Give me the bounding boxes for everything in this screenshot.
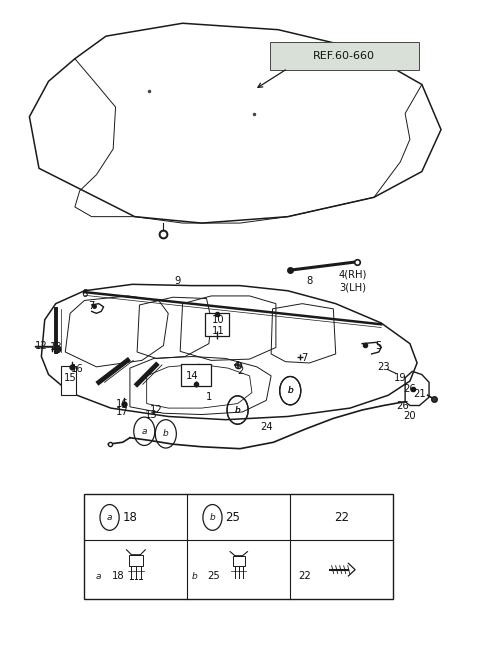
Text: a: a <box>107 513 112 522</box>
Text: 18: 18 <box>112 571 124 581</box>
FancyBboxPatch shape <box>60 366 76 395</box>
Text: b: b <box>192 572 197 581</box>
Text: 25: 25 <box>207 571 220 581</box>
Text: 17: 17 <box>116 407 129 417</box>
FancyBboxPatch shape <box>204 313 229 336</box>
Text: 7: 7 <box>301 353 308 364</box>
Text: 3(LH): 3(LH) <box>339 282 366 293</box>
Text: 14: 14 <box>186 371 198 381</box>
Text: 13: 13 <box>145 410 158 419</box>
FancyBboxPatch shape <box>270 42 419 70</box>
Text: 1: 1 <box>206 392 212 402</box>
Text: 5: 5 <box>376 340 382 351</box>
Text: 26: 26 <box>396 401 409 410</box>
Text: b: b <box>210 513 216 522</box>
Text: 23: 23 <box>377 362 390 372</box>
Bar <box>84 494 393 599</box>
Text: b: b <box>235 406 240 415</box>
Text: 10: 10 <box>212 315 225 325</box>
Text: b: b <box>163 430 168 439</box>
Text: 7: 7 <box>88 300 95 311</box>
Text: 11: 11 <box>212 326 225 336</box>
Text: 26: 26 <box>404 384 416 394</box>
Text: 24: 24 <box>260 422 273 432</box>
Text: 6: 6 <box>81 289 88 299</box>
Text: b: b <box>235 406 240 415</box>
Text: a: a <box>142 427 147 436</box>
Text: 20: 20 <box>404 412 416 421</box>
Text: 16: 16 <box>116 399 129 408</box>
Text: 16: 16 <box>71 364 84 375</box>
Text: b: b <box>288 386 293 395</box>
Text: b: b <box>288 386 293 395</box>
Text: 15: 15 <box>64 373 76 383</box>
Text: 22: 22 <box>298 571 311 581</box>
Text: 19: 19 <box>394 373 407 383</box>
Text: 8: 8 <box>306 276 312 286</box>
FancyBboxPatch shape <box>180 364 211 386</box>
Text: 12: 12 <box>150 405 163 415</box>
Text: 2: 2 <box>237 366 243 377</box>
Text: 4(RH): 4(RH) <box>338 269 367 280</box>
Text: 9: 9 <box>175 276 181 286</box>
Text: 13: 13 <box>49 342 62 353</box>
Text: 25: 25 <box>226 511 240 524</box>
Text: 18: 18 <box>123 511 138 524</box>
Text: a: a <box>96 572 102 581</box>
Text: 12: 12 <box>35 340 48 351</box>
Text: REF.60-660: REF.60-660 <box>313 51 375 61</box>
Text: 22: 22 <box>334 511 349 524</box>
Text: 21: 21 <box>413 389 426 399</box>
